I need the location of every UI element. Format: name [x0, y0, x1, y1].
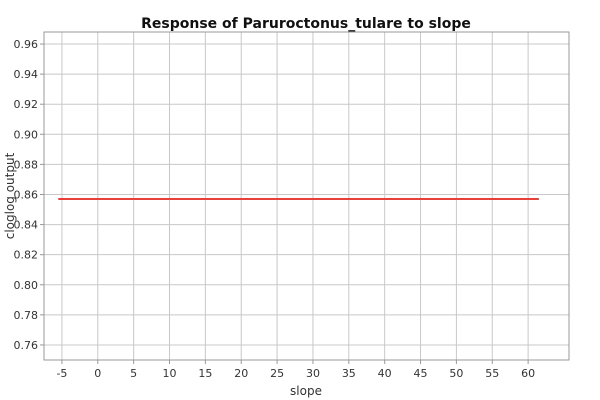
y-tick-label: 0.78 — [14, 309, 39, 322]
y-tick-label: 0.76 — [14, 339, 39, 352]
x-tick-label: 55 — [485, 367, 499, 380]
y-axis-ticks: 0.76 0.78 0.80 0.82 0.84 0.86 0.88 0.90 0.92 0.94… — [14, 38, 44, 352]
y-tick-label: 0.80 — [14, 279, 39, 292]
x-tick-label: -5 — [56, 367, 67, 380]
x-tick-label: 60 — [521, 367, 535, 380]
y-tick-label: 0.94 — [14, 68, 39, 81]
y-tick-label: 0.96 — [14, 38, 39, 51]
x-tick-label: 20 — [234, 367, 248, 380]
x-tick-label: 0 — [94, 367, 101, 380]
y-axis-label: cloglog output — [3, 152, 17, 239]
x-tick-label: 5 — [130, 367, 137, 380]
y-tick-label: 0.90 — [14, 128, 39, 141]
x-tick-label: 25 — [270, 367, 284, 380]
x-tick-label: 45 — [414, 367, 428, 380]
x-tick-label: 30 — [306, 367, 320, 380]
grid — [44, 32, 569, 360]
x-tick-label: 35 — [342, 367, 356, 380]
x-tick-label: 50 — [449, 367, 463, 380]
y-tick-label: 0.84 — [14, 219, 39, 232]
x-axis-ticks: -5 0 5 10 15 20 25 30 35 40 45 50 55 60 — [56, 360, 535, 380]
x-axis-label: slope — [290, 384, 322, 398]
plot-border — [43, 31, 570, 361]
y-tick-label: 0.82 — [14, 249, 39, 262]
y-tick-label: 0.92 — [14, 98, 39, 111]
x-tick-label: 10 — [163, 367, 177, 380]
y-tick-label: 0.86 — [14, 188, 39, 201]
plot-area — [44, 32, 569, 360]
x-tick-label: 15 — [198, 367, 212, 380]
x-tick-label: 40 — [378, 367, 392, 380]
chart-title: Response of Paruroctonus_tulare to slope — [141, 16, 471, 32]
y-tick-label: 0.88 — [14, 158, 39, 171]
